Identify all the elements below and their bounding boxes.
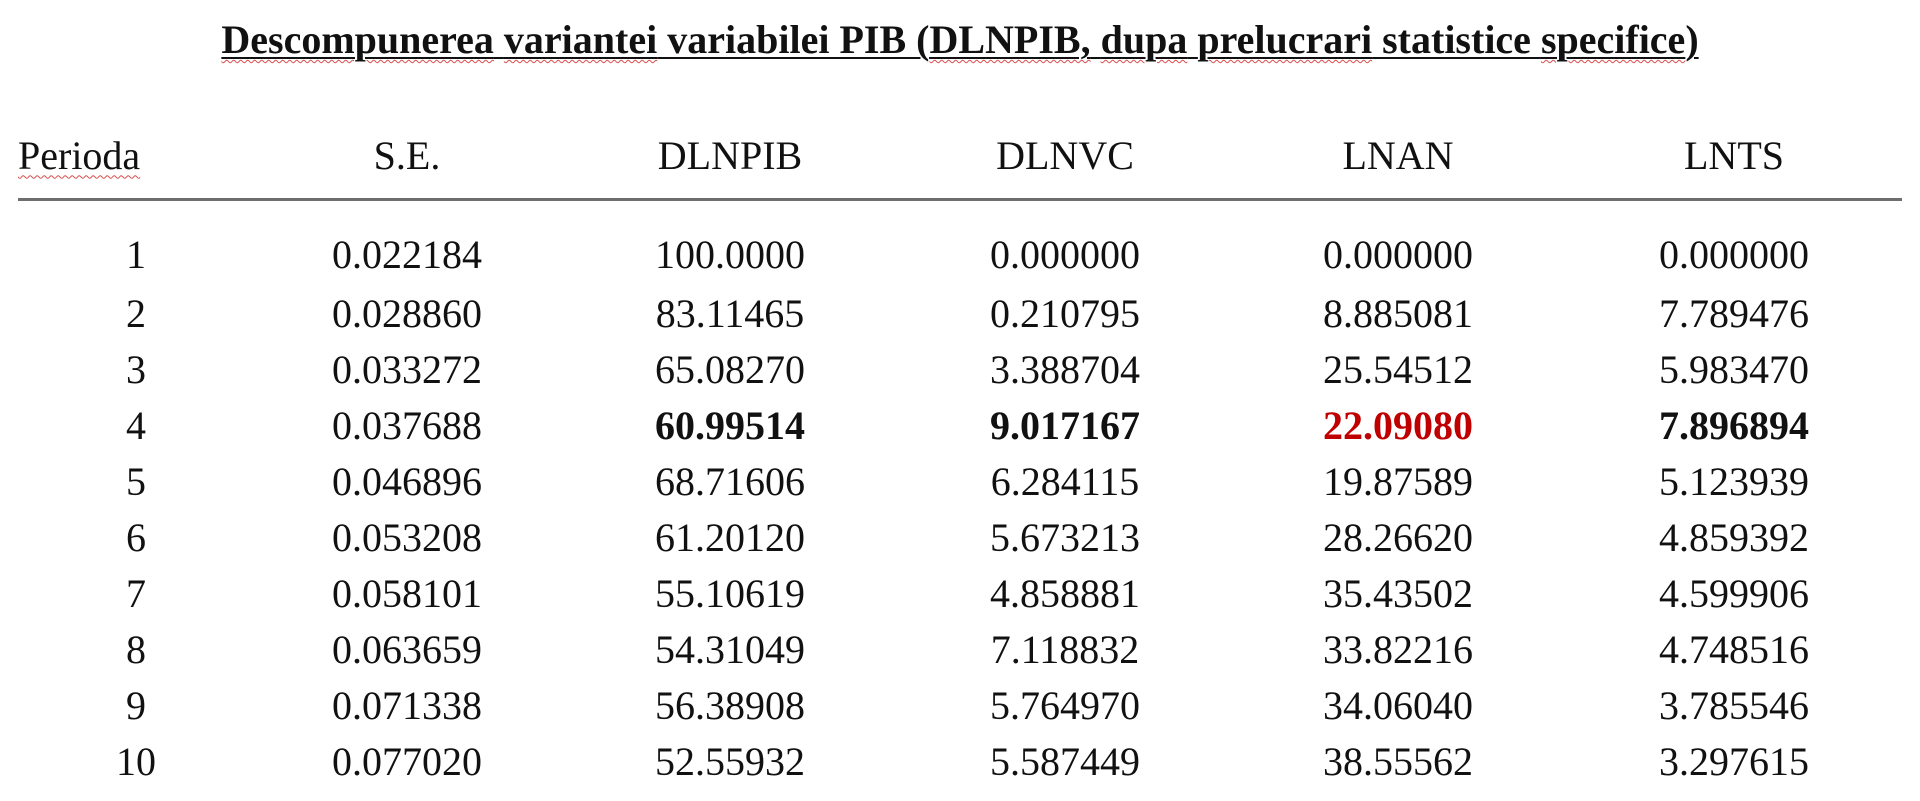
table-row: 2 0.028860 83.11465 0.210795 8.885081 7.… [18,285,1902,341]
cell-dlnpib-bold: 60.99514 [655,402,805,448]
title-word-dlnpib: DLNPIB, [929,17,1091,62]
cell-lnan: 25.54512 [1323,346,1473,392]
cell-se: 0.046896 [332,458,482,504]
title-word-dupa: dupa [1100,17,1188,62]
cell-lnan: 19.87589 [1323,458,1473,504]
cell-dlnpib: 52.55932 [655,738,805,784]
table-row: 7 0.058101 55.10619 4.858881 35.43502 4.… [18,565,1902,621]
cell-se: 0.058101 [332,570,482,616]
cell-lnts: 5.983470 [1659,346,1809,392]
cell-dlnvc: 4.858881 [990,570,1140,616]
cell-se: 0.053208 [332,514,482,560]
table-row: 6 0.053208 61.20120 5.673213 28.26620 4.… [18,509,1902,565]
table-row: 10 0.077020 52.55932 5.587449 38.55562 3… [18,733,1902,789]
cell-lnan: 38.55562 [1323,738,1473,784]
cell-se: 0.033272 [332,346,482,392]
column-header-lnan: LNAN [1230,116,1566,201]
cell-se: 0.028860 [332,290,482,336]
cell-lnts-bold: 7.896894 [1659,402,1809,448]
cell-period: 1 [126,231,146,277]
cell-dlnvc-bold: 9.017167 [990,402,1140,448]
cell-lnan: 34.06040 [1323,682,1473,728]
column-header-perioda: Perioda [18,116,254,201]
cell-lnan: 8.885081 [1323,290,1473,336]
column-header-lnts: LNTS [1566,116,1902,201]
table-title: Descompunerea variantei variabilei PIB (… [221,17,1699,62]
table-header-row: Perioda S.E. DLNPIB DLNVC LNAN LNTS [18,116,1902,201]
cell-lnan: 35.43502 [1323,570,1473,616]
cell-period: 9 [126,682,146,728]
cell-period: 7 [126,570,146,616]
cell-se: 0.063659 [332,626,482,672]
cell-period: 8 [126,626,146,672]
cell-period: 3 [126,346,146,392]
cell-dlnpib: 100.0000 [655,231,805,277]
cell-se: 0.037688 [332,402,482,448]
table-row-highlighted: 4 0.037688 60.99514 9.017167 22.09080 7.… [18,397,1902,453]
cell-dlnpib: 56.38908 [655,682,805,728]
cell-dlnvc: 5.587449 [990,738,1140,784]
table-row: 5 0.046896 68.71606 6.284115 19.87589 5.… [18,453,1902,509]
cell-lnts: 4.748516 [1659,626,1809,672]
cell-se: 0.022184 [332,231,482,277]
column-header-dlnpib: DLNPIB [560,116,900,201]
cell-dlnvc: 5.764970 [990,682,1140,728]
title-word-variantei: variantei [503,17,658,62]
cell-dlnvc: 0.210795 [990,290,1140,336]
cell-dlnpib: 68.71606 [655,458,805,504]
column-header-se: S.E. [254,116,560,201]
cell-lnan: 0.000000 [1323,231,1473,277]
cell-lnan: 28.26620 [1323,514,1473,560]
variance-decomposition-table: Perioda S.E. DLNPIB DLNVC LNAN LNTS 1 0.… [18,116,1902,789]
cell-lnts: 5.123939 [1659,458,1809,504]
cell-period: 2 [126,290,146,336]
cell-lnts: 0.000000 [1659,231,1809,277]
cell-period: 10 [116,738,156,784]
cell-lnts: 4.859392 [1659,514,1809,560]
cell-lnts: 3.785546 [1659,682,1809,728]
cell-se: 0.071338 [332,682,482,728]
table-row: 1 0.022184 100.0000 0.000000 0.000000 0.… [18,200,1902,286]
table-row: 3 0.033272 65.08270 3.388704 25.54512 5.… [18,341,1902,397]
title-word-specifice: specifice [1540,17,1686,62]
cell-lnts: 4.599906 [1659,570,1809,616]
cell-dlnvc: 3.388704 [990,346,1140,392]
cell-dlnpib: 55.10619 [655,570,805,616]
cell-period: 4 [126,402,146,448]
title-word-descompunerea: Descompunerea [221,17,494,62]
cell-dlnvc: 7.118832 [990,626,1140,672]
cell-period: 6 [126,514,146,560]
table-row: 8 0.063659 54.31049 7.118832 33.82216 4.… [18,621,1902,677]
cell-dlnpib: 61.20120 [655,514,805,560]
cell-period: 5 [126,458,146,504]
cell-se: 0.077020 [332,738,482,784]
column-header-dlnvc: DLNVC [900,116,1230,201]
cell-dlnpib: 65.08270 [655,346,805,392]
cell-dlnvc: 6.284115 [990,458,1140,504]
cell-lnts: 7.789476 [1659,290,1809,336]
cell-dlnpib: 83.11465 [655,290,805,336]
table-row: 9 0.071338 56.38908 5.764970 34.06040 3.… [18,677,1902,733]
cell-lnan: 33.82216 [1323,626,1473,672]
cell-lnts: 3.297615 [1659,738,1809,784]
cell-dlnpib: 54.31049 [655,626,805,672]
title-word-prelucrari: prelucrari [1197,17,1373,62]
cell-dlnvc: 5.673213 [990,514,1140,560]
cell-dlnvc: 0.000000 [990,231,1140,277]
cell-lnan-highlighted: 22.09080 [1323,402,1473,448]
